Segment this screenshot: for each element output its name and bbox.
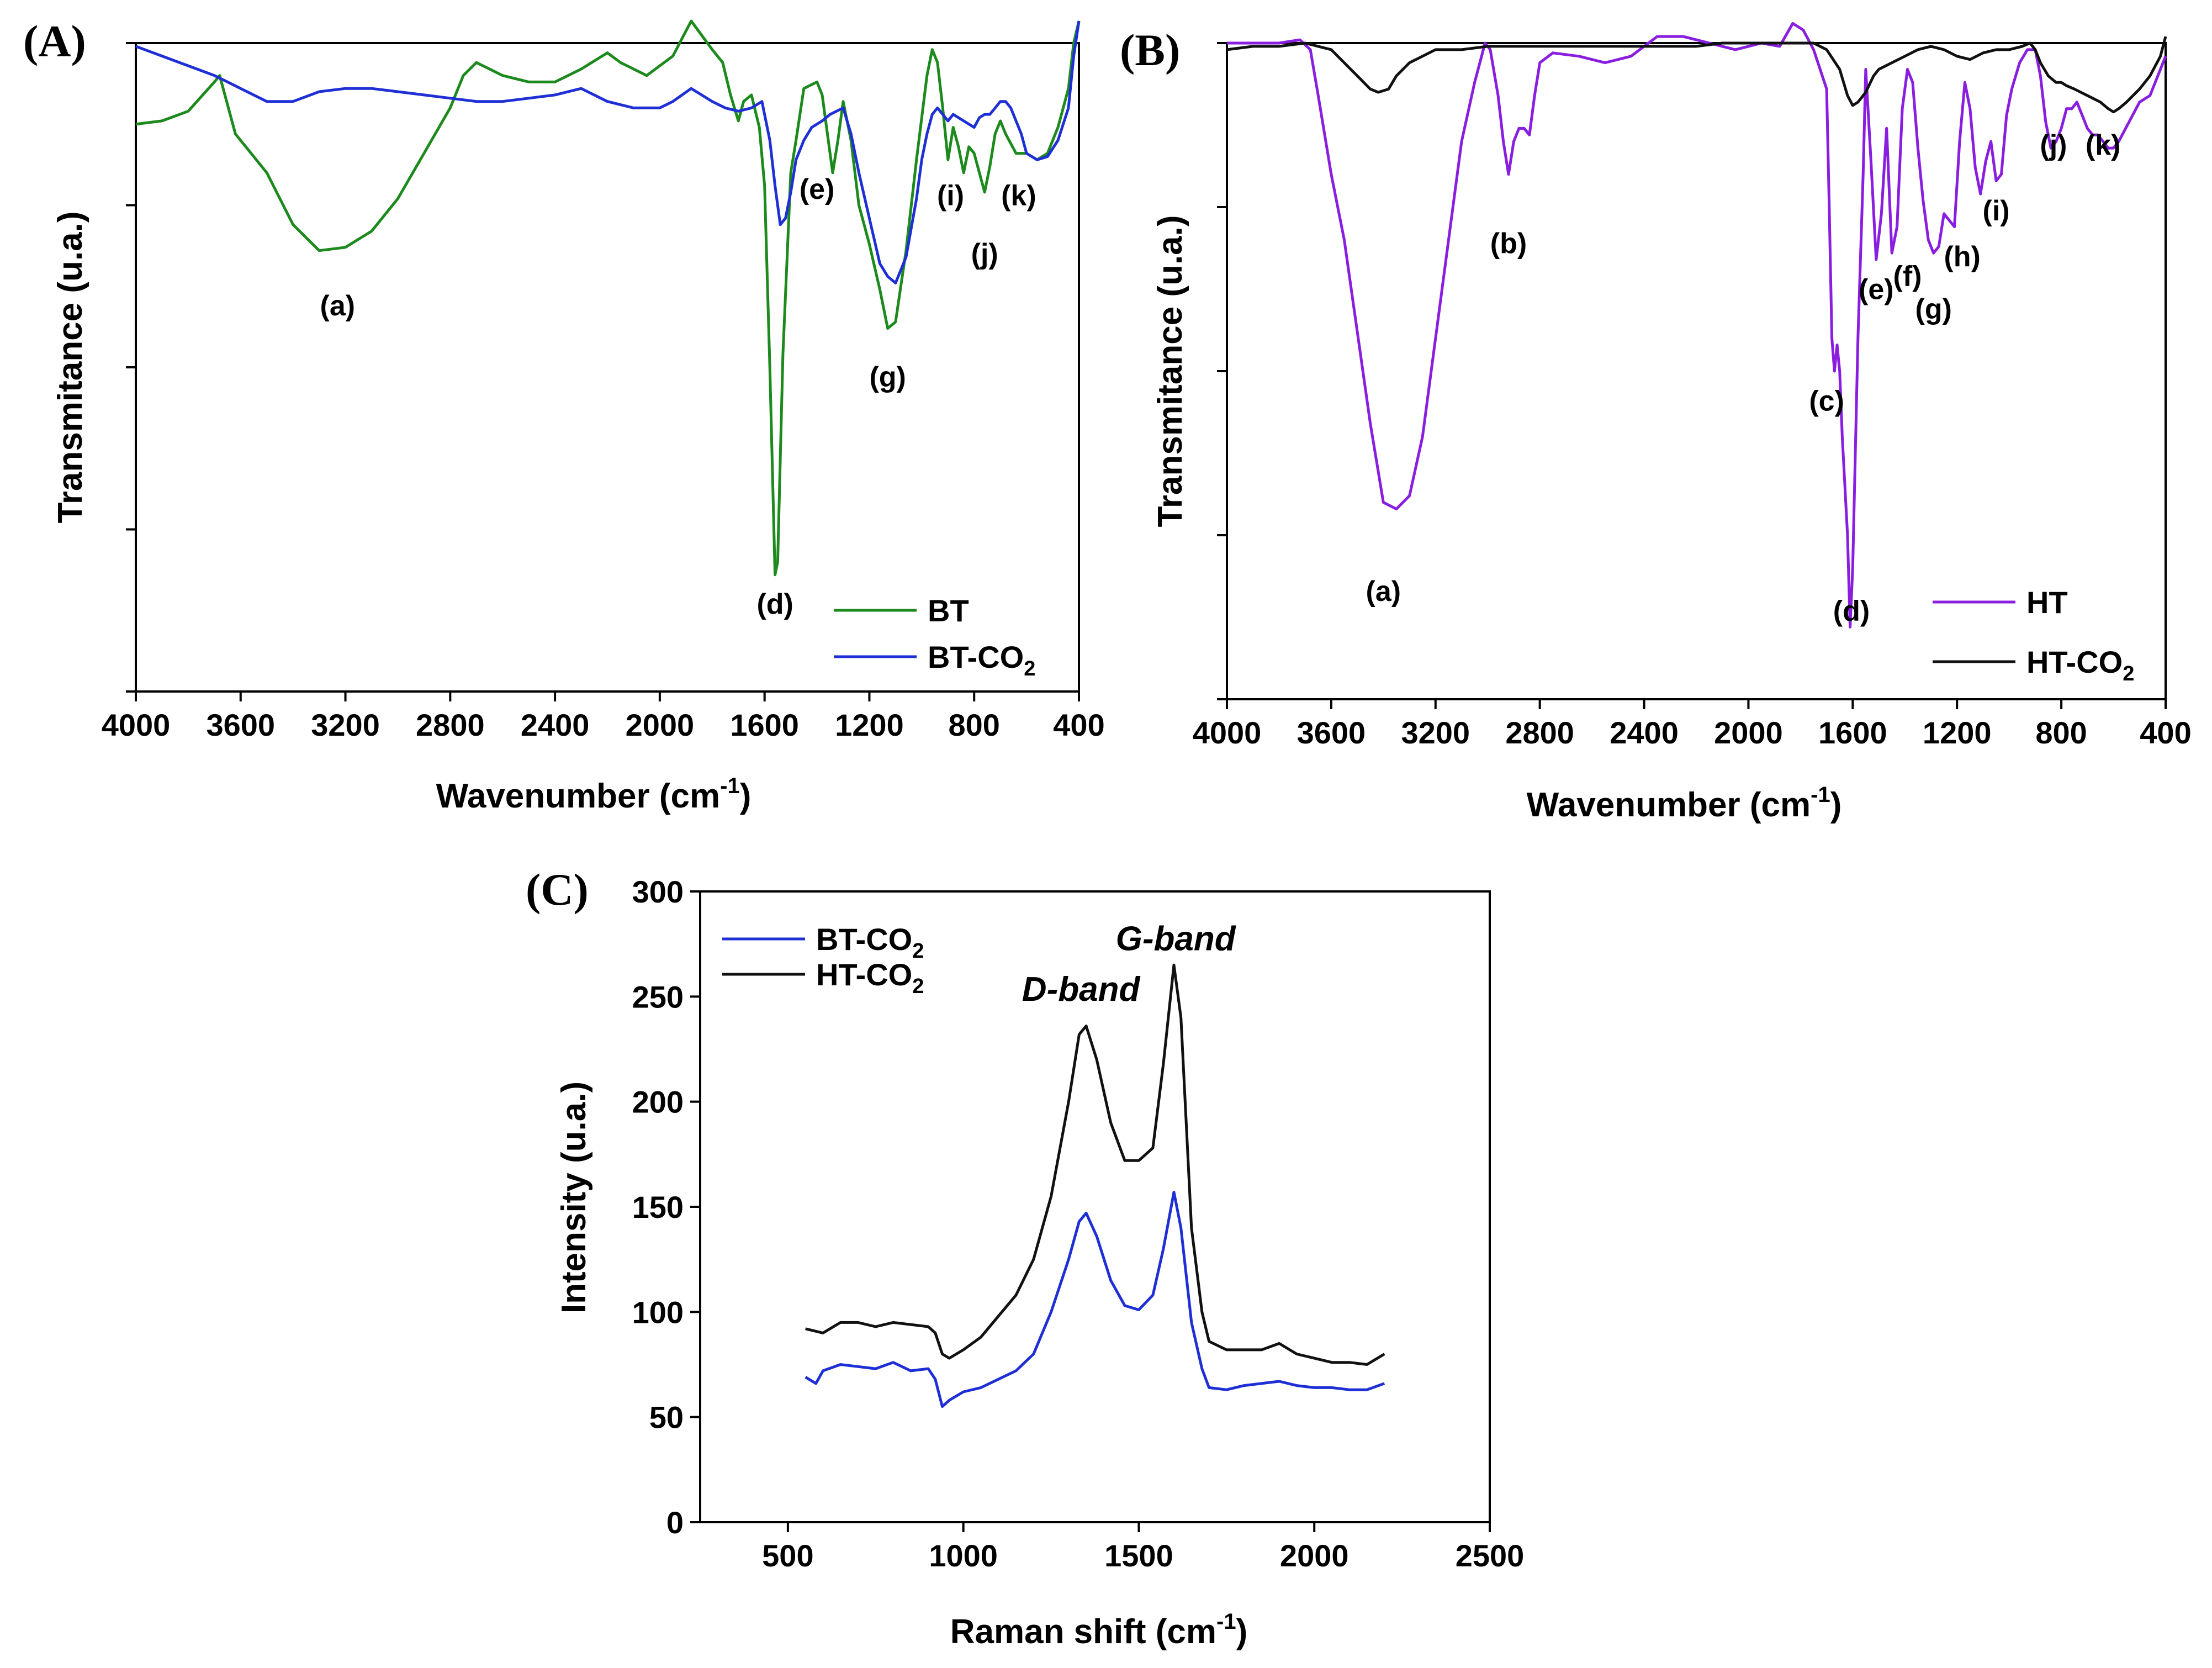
panel-b-x-tick-label: 1600 xyxy=(1818,715,1887,750)
panel-b-annotation: (e) xyxy=(1859,273,1894,305)
panel-c-series-bt-co2 xyxy=(805,1190,1385,1408)
panel-a-annotations: (a) (d) (e) (g) (i) (j)(k) xyxy=(320,173,1036,620)
panel-a-annotation: (i) xyxy=(937,180,964,212)
panel-c-y-tick-label: 50 xyxy=(649,1400,684,1435)
panel-c-y-tick-label: 250 xyxy=(632,979,684,1014)
panel-b-x-ticks: 4000 3600 3200 2800 2400 2000 1600 1200 800 400 xyxy=(1193,699,2192,750)
panel-b-series xyxy=(1226,22,2167,629)
panel-b-annotation: (k) xyxy=(2086,129,2121,161)
panel-a-y-axis-title: Transmitance (u.a.) xyxy=(51,211,89,523)
panel-c-x-tick-label: 1000 xyxy=(929,1538,998,1573)
panel-b-annotation: (b) xyxy=(1490,228,1527,260)
panel-c-x-tick-label: 1500 xyxy=(1104,1538,1173,1573)
panel-b-annotation: (c) xyxy=(1809,385,1844,417)
panel-a-annotation: (j) xyxy=(971,238,998,270)
panel-c-series-ht-co2 xyxy=(805,963,1385,1366)
panel-a-x-tick-label: 4000 xyxy=(102,708,171,742)
panel-b-series-ht xyxy=(1227,22,2167,629)
panel-b-x-tick-label: 2800 xyxy=(1505,715,1574,750)
panel-a: (A) 4000 3600 3200 2800 2400 2000 1600 1200 800 4… xyxy=(23,16,1105,815)
panel-a-annotation: (g) xyxy=(869,361,906,393)
panel-b-annotation: (f) xyxy=(1893,261,1922,293)
panel-c-x-ticks: 500 1000 1500 2000 2500 xyxy=(762,1522,1524,1573)
panel-c: (C) 500 1000 1500 2000 2500 0 50 100 150 200 250 3… xyxy=(526,864,1524,1651)
panel-b-annotation: (d) xyxy=(1833,595,1870,627)
panel-b-x-tick-label: 1200 xyxy=(1923,715,1992,750)
panel-c-legend-label: HT-CO2 xyxy=(816,957,924,998)
panel-b-x-tick-label: 4000 xyxy=(1193,715,1262,750)
panel-b-x-tick-label: 3200 xyxy=(1401,715,1470,750)
panel-b-label: (B) xyxy=(1120,25,1180,75)
panel-b-x-axis-title: Wavenumber (cm-1) xyxy=(1527,783,1842,824)
panel-c-y-axis-title: Intensity (u.a.) xyxy=(555,1081,593,1313)
panel-a-x-tick-label: 2000 xyxy=(626,708,695,742)
panel-b-x-tick-label: 800 xyxy=(2035,715,2087,750)
panel-c-legend-label: BT-CO2 xyxy=(816,922,924,963)
panel-b-annotation: (j) xyxy=(2040,129,2067,161)
panel-b-series-ht-co2 xyxy=(1226,36,2167,114)
panel-b-y-ticks xyxy=(1217,42,1227,700)
panel-c-y-tick-label: 200 xyxy=(632,1085,684,1120)
panel-c-annotations: D-band G-band xyxy=(1022,920,1236,1009)
panel-c-annotation: G-band xyxy=(1116,920,1236,958)
panel-c-series xyxy=(805,963,1385,1408)
panel-c-y-tick-label: 150 xyxy=(632,1190,684,1224)
panel-b-legend: HT HT-CO2 xyxy=(1933,585,2134,685)
panel-a-annotation: (e) xyxy=(800,173,835,205)
panel-c-x-axis-title: Raman shift (cm-1) xyxy=(950,1609,1248,1651)
panel-a-x-ticks: 4000 3600 3200 2800 2400 2000 1600 1200 800 400 xyxy=(102,692,1105,742)
panel-a-series-bt xyxy=(135,19,1081,577)
panel-a-series-bt-co2 xyxy=(135,20,1081,284)
panel-b-annotation: (h) xyxy=(1944,241,1980,273)
panel-c-label: (C) xyxy=(526,864,589,915)
panel-a-x-axis-title: Wavenumber (cm-1) xyxy=(436,774,752,815)
panel-a-label: (A) xyxy=(23,16,86,66)
panel-c-x-tick-label: 2000 xyxy=(1280,1538,1349,1573)
panel-b-legend-label: HT xyxy=(2026,585,2068,620)
panel-c-y-tick-label: 0 xyxy=(666,1505,684,1540)
panel-b-y-axis-title: Transmitance (u.a.) xyxy=(1151,215,1189,527)
panel-a-annotation: (d) xyxy=(756,588,793,620)
panel-c-x-tick-label: 500 xyxy=(762,1538,813,1573)
panel-a-x-tick-label: 2400 xyxy=(521,708,590,742)
panel-b-x-tick-label: 400 xyxy=(2140,715,2191,750)
panel-b-legend-label: HT-CO2 xyxy=(2026,645,2134,685)
panel-a-legend: BT BT-CO2 xyxy=(834,593,1035,680)
panel-a-x-tick-label: 3600 xyxy=(206,708,275,742)
panel-b-x-tick-label: 2000 xyxy=(1714,715,1783,750)
panel-a-x-tick-label: 3200 xyxy=(311,708,380,742)
panel-a-annotation: (k) xyxy=(1001,180,1036,212)
panel-c-y-ticks: 0 50 100 150 200 250 300 xyxy=(632,874,700,1540)
panel-c-x-tick-label: 2500 xyxy=(1456,1538,1525,1573)
panel-a-legend-label: BT xyxy=(928,593,969,628)
panel-b-annotations: (a) (b) (c) (d) (e)(f)(g) (h)(i) (j) (k) xyxy=(1366,129,2121,627)
panel-a-x-tick-label: 1600 xyxy=(730,708,799,742)
panel-a-legend-label: BT-CO2 xyxy=(928,640,1035,680)
panel-b-annotation: (i) xyxy=(1983,195,2010,227)
panel-b-annotation: (g) xyxy=(1915,293,1952,325)
panel-a-x-tick-label: 400 xyxy=(1053,708,1104,742)
panel-a-x-tick-label: 1200 xyxy=(835,708,904,742)
panel-b-x-tick-label: 3600 xyxy=(1297,715,1366,750)
panel-c-y-tick-label: 300 xyxy=(632,874,684,909)
panel-a-annotation: (a) xyxy=(320,290,356,322)
panel-b: (B) 4000 3600 3200 2800 2400 2000 1600 1200 800 4… xyxy=(1120,22,2192,824)
panel-a-x-tick-label: 800 xyxy=(949,708,1000,742)
panel-a-y-ticks xyxy=(126,42,136,693)
panel-b-annotation: (a) xyxy=(1366,576,1401,608)
panel-a-series xyxy=(135,19,1081,577)
panel-b-x-tick-label: 2400 xyxy=(1610,715,1679,750)
panel-c-annotation: D-band xyxy=(1022,970,1141,1009)
panel-c-y-tick-label: 100 xyxy=(632,1295,684,1329)
panel-a-x-tick-label: 2800 xyxy=(416,708,485,742)
